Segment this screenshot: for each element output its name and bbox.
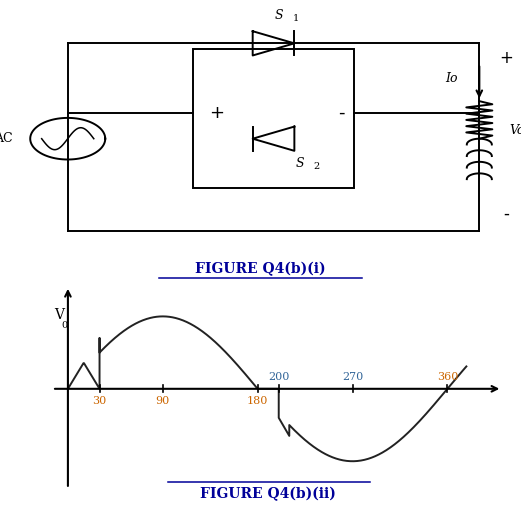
Text: +: + (209, 104, 224, 122)
Text: 1: 1 (293, 14, 299, 23)
Text: 0: 0 (61, 320, 68, 330)
Text: FIGURE Q4(b)(i): FIGURE Q4(b)(i) (195, 262, 326, 276)
Text: Vo: Vo (510, 123, 521, 137)
Text: -: - (338, 104, 344, 122)
Text: 200: 200 (268, 372, 290, 381)
Text: V: V (54, 308, 64, 322)
Text: S: S (275, 9, 283, 22)
Text: AC: AC (0, 132, 13, 145)
Text: +: + (500, 49, 513, 67)
Text: -: - (503, 205, 510, 223)
Text: 180: 180 (247, 396, 268, 406)
Bar (193, 49, 354, 188)
Text: 30: 30 (92, 396, 107, 406)
Text: Io: Io (445, 72, 457, 85)
Text: FIGURE Q4(b)(ii): FIGURE Q4(b)(ii) (200, 487, 336, 501)
Text: 90: 90 (156, 396, 170, 406)
Text: 360: 360 (437, 372, 458, 381)
Text: 270: 270 (342, 372, 363, 381)
Text: S: S (295, 157, 304, 170)
Text: 2: 2 (314, 162, 320, 171)
